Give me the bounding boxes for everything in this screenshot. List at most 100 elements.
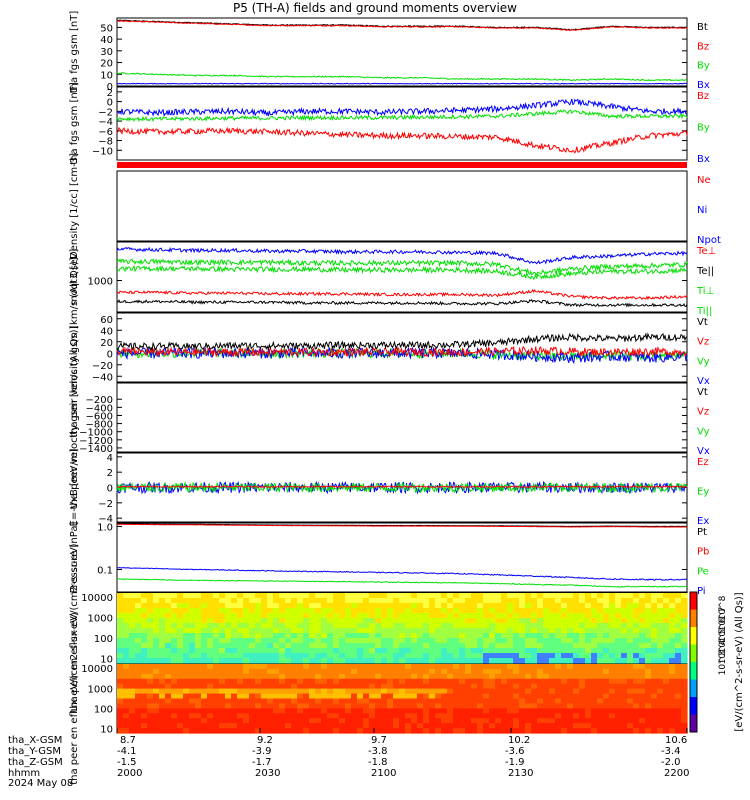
spectrogram-cell: [501, 628, 508, 634]
spectrogram-cell: [639, 673, 646, 680]
spectrogram-cell: [309, 603, 316, 609]
spectrogram-cell: [165, 713, 172, 719]
spectrogram-cell: [369, 643, 376, 649]
spectrogram-cell: [207, 708, 214, 714]
spectrogram-cell: [663, 668, 670, 675]
spectrogram-cell: [609, 698, 616, 704]
spectrogram-cell: [489, 668, 496, 675]
spectrogram-cell: [387, 713, 394, 719]
spectrogram-cell: [327, 648, 334, 654]
spectrogram-cell: [489, 633, 496, 639]
spectrogram-cell: [357, 648, 364, 654]
spectrogram-cell: [243, 603, 250, 609]
spectrogram-cell: [399, 718, 406, 724]
spectrogram-cell: [549, 603, 556, 609]
spectrogram-cell: [459, 698, 466, 704]
spectrogram-cell: [441, 668, 448, 675]
spectrogram-cell: [447, 668, 454, 675]
spectrogram-cell: [387, 643, 394, 649]
spectrogram-cell: [321, 703, 328, 709]
spectrogram-cell: [507, 643, 514, 649]
spectrogram-cell: [681, 608, 688, 614]
spectrogram-cell: [129, 623, 136, 629]
spectrogram-cell: [621, 728, 628, 734]
spectrogram-cell: [135, 703, 142, 709]
spectrogram-cell: [411, 683, 418, 690]
spectrogram-cell: [627, 608, 634, 614]
spectrogram-cell: [531, 664, 538, 670]
spectrogram-cell: [579, 718, 586, 724]
spectrogram-cell: [471, 668, 478, 675]
spectrogram-cell: [357, 643, 364, 649]
spectrogram-cell: [453, 643, 460, 649]
spectrogram-cell: [561, 643, 568, 649]
spectrogram-cell: [243, 623, 250, 629]
spectrogram-cells: [117, 664, 688, 734]
spectrogram-cell: [477, 708, 484, 714]
spectrogram-cell: [345, 678, 352, 685]
spectrogram-cell: [549, 658, 556, 664]
panel-frame: [116, 17, 688, 87]
spectrogram-cell: [225, 713, 232, 719]
series-line-ti: [116, 258, 688, 276]
spectrogram-cell: [375, 728, 382, 734]
y-tick-label: 100: [94, 704, 113, 715]
spectrogram-cell: [345, 718, 352, 724]
spectrogram-cell: [525, 673, 532, 680]
spectrogram-cell: [681, 623, 688, 629]
spectrogram-cell: [465, 618, 472, 624]
spectrogram-cell: [585, 598, 592, 604]
spectrogram-cell: [621, 713, 628, 719]
spectrogram-cell: [639, 653, 646, 659]
spectrogram-cell: [453, 638, 460, 644]
spectrogram-cell: [381, 713, 388, 719]
spectrogram-cell: [309, 708, 316, 714]
spectrogram-cell: [315, 688, 322, 695]
spectrogram-cell: [513, 598, 520, 604]
spectrogram-cell: [441, 718, 448, 724]
spectrogram-cell: [579, 638, 586, 644]
spectrogram-cell: [651, 673, 658, 680]
spectrogram-cell: [429, 683, 436, 690]
spectrogram-cell: [261, 618, 268, 624]
spectrogram-cell: [309, 713, 316, 719]
tick-val: 9.7: [371, 735, 387, 746]
spectrogram-cell: [303, 693, 310, 700]
spectrogram-cell: [417, 698, 424, 704]
spectrogram-cell: [225, 638, 232, 644]
spectrogram-cell: [285, 728, 292, 734]
spectrogram-cell: [627, 643, 634, 649]
spectrogram-cell: [495, 638, 502, 644]
spectrogram-cell: [423, 678, 430, 685]
spectrogram-cell: [381, 683, 388, 690]
spectrogram-cell: [165, 668, 172, 675]
spectrogram-cell: [507, 668, 514, 675]
spectrogram-cell: [381, 673, 388, 680]
spectrogram-cell: [129, 708, 136, 714]
spectrogram-cell: [465, 683, 472, 690]
spectrogram-cell: [285, 718, 292, 724]
spectrogram-cell: [393, 688, 400, 695]
spectrogram-cell: [633, 618, 640, 624]
spectrogram-cell: [651, 668, 658, 675]
spectrogram-cell: [129, 598, 136, 604]
spectrogram-cell: [177, 603, 184, 609]
spectrogram-cell: [297, 708, 304, 714]
spectrogram-cell: [585, 653, 592, 659]
tick-val: -4.1: [117, 746, 137, 757]
spectrogram-cell: [309, 673, 316, 680]
spectrogram-cell: [219, 678, 226, 685]
spectrogram-cell: [201, 648, 208, 654]
y-axis-label: tha peir velocity gsm [km/s (All Qs)]: [69, 257, 80, 438]
spectrogram-cell: [387, 658, 394, 664]
spectrogram-cell: [561, 658, 568, 664]
spectrogram-cell: [429, 658, 436, 664]
spectrogram-cell: [201, 723, 208, 729]
spectrogram-cell: [297, 668, 304, 675]
spectrogram-cell: [213, 698, 220, 704]
spectrogram-cell: [519, 593, 526, 599]
spectrogram-cell: [291, 598, 298, 604]
spectrogram-cell: [363, 598, 370, 604]
spectrogram-cell: [507, 698, 514, 704]
